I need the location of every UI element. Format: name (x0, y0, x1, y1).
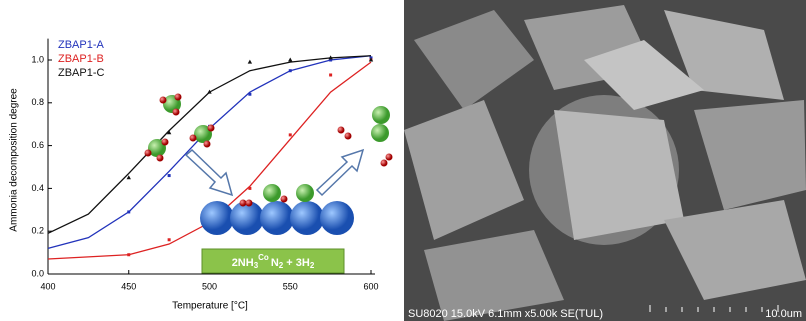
y-tick-label: 0.2 (31, 226, 44, 236)
x-tick-label: 500 (202, 281, 217, 291)
y-tick-label: 0.6 (31, 140, 44, 150)
equation-part: N (271, 257, 279, 269)
legend-entry: ZBAP1-A (58, 39, 105, 51)
data-point (248, 93, 251, 96)
y-tick-label: 1.0 (31, 54, 44, 64)
scale-label: 10.0um (765, 308, 802, 320)
micrograph: SU8020 15.0kV 6.1mm x5.00k SE(TUL) 10.0u… (404, 0, 806, 321)
equation-part: 2NH (232, 257, 254, 269)
data-point (288, 58, 292, 62)
data-point (127, 210, 130, 213)
y-tick-label: 0.0 (31, 268, 44, 278)
equation-part: 2 (310, 261, 315, 270)
data-point (289, 69, 292, 72)
x-tick-label: 450 (121, 281, 136, 291)
legend-entry: ZBAP1-C (58, 67, 105, 79)
illustration (145, 94, 393, 274)
equation-part: + 3H (283, 257, 310, 269)
data-point (127, 253, 130, 256)
x-axis-label: Temperature [°C] (172, 301, 248, 312)
data-point (248, 187, 251, 190)
micrograph-caption: SU8020 15.0kV 6.1mm x5.00k SE(TUL) (408, 308, 603, 320)
y-axis-label: Ammonia decomposition degree (9, 88, 20, 232)
x-tick-label: 550 (283, 281, 298, 291)
x-tick-label: 600 (363, 281, 378, 291)
chart: Ammonia decomposition degree Temperature… (0, 0, 404, 321)
data-point (248, 60, 252, 64)
x-tick-label: 400 (40, 281, 55, 291)
y-tick-label: 0.4 (31, 183, 44, 193)
data-point (369, 58, 373, 62)
equation-part: 3 (254, 261, 259, 270)
legend-entry: ZBAP1-B (58, 53, 104, 65)
data-point (289, 133, 292, 136)
data-point (168, 238, 171, 241)
data-point (329, 73, 332, 76)
y-tick-label: 0.8 (31, 97, 44, 107)
figure: Ammonia decomposition degree Temperature… (0, 0, 806, 321)
equation-part: Co (258, 253, 269, 262)
data-point (168, 174, 171, 177)
